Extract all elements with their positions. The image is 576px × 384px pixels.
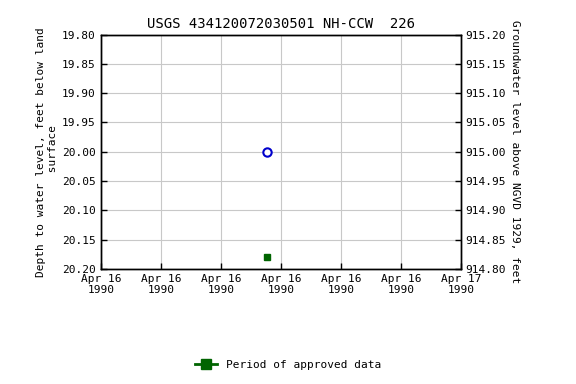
Title: USGS 434120072030501 NH-CCW  226: USGS 434120072030501 NH-CCW 226 [147, 17, 415, 31]
Legend: Period of approved data: Period of approved data [191, 356, 385, 375]
Y-axis label: Groundwater level above NGVD 1929, feet: Groundwater level above NGVD 1929, feet [510, 20, 520, 283]
Y-axis label: Depth to water level, feet below land
 surface: Depth to water level, feet below land su… [36, 27, 58, 276]
